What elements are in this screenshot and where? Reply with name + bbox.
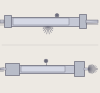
Bar xyxy=(79,14,86,28)
Circle shape xyxy=(56,15,58,16)
Bar xyxy=(0,68,6,70)
Bar xyxy=(84,68,88,70)
Bar xyxy=(86,20,98,23)
Bar xyxy=(0,20,4,23)
Bar xyxy=(74,61,84,76)
Circle shape xyxy=(45,60,47,62)
Bar xyxy=(5,63,19,75)
Bar xyxy=(4,15,11,27)
Bar xyxy=(10,17,80,26)
Bar xyxy=(13,18,69,25)
Bar xyxy=(18,65,74,73)
Bar xyxy=(21,66,65,72)
